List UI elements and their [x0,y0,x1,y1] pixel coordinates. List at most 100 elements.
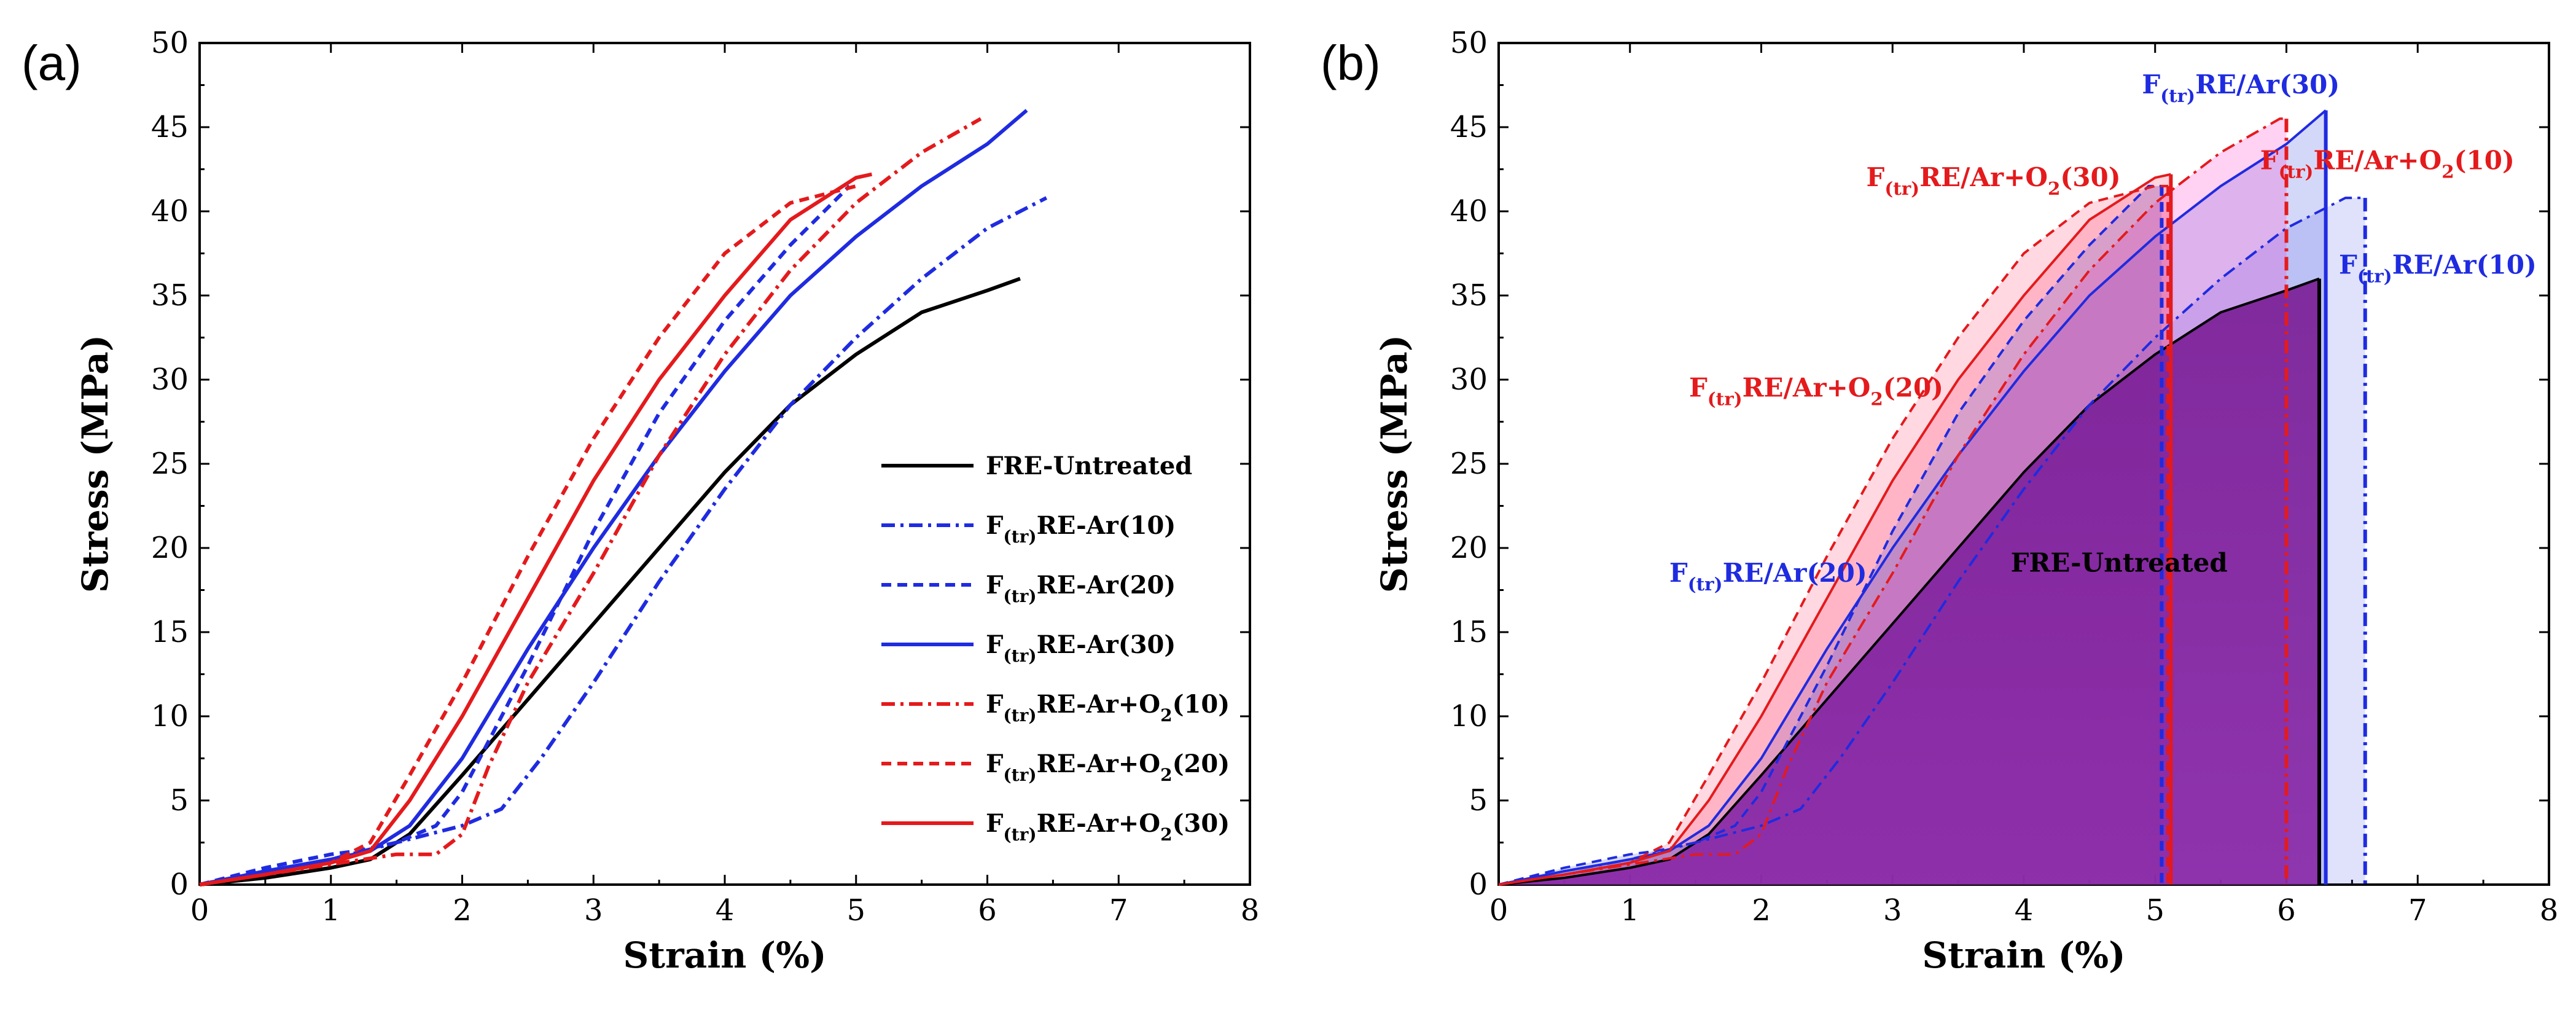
legend-label-1-part-1: (tr) [1003,526,1036,547]
y-tick-label: 0 [1469,867,1488,902]
annotation-0-part-2: RE/Ar(30) [2195,69,2340,100]
legend-label-4-part-1: (tr) [1003,705,1036,726]
x-tick-label: 3 [1883,893,1902,928]
annotation-3: F(tr)RE/Ar(10) [2339,249,2537,286]
annotation-2-part-0: F [2260,146,2279,176]
legend-label-4-part-2: RE-Ar+O [1037,690,1161,719]
area-fills [1499,110,2365,885]
annotation-1-part-1: (tr) [1884,178,1919,199]
annotation-4-part-3: 2 [1870,388,1883,409]
x-tick-label: 1 [1620,893,1639,928]
annotation-2-part-3: 2 [2441,161,2454,182]
annotation-4-part-0: F [1689,372,1708,402]
x-tick-label: 4 [716,893,735,928]
y-tick-label: 30 [151,362,189,397]
legend-label-6-part-2: RE-Ar+O [1037,809,1161,838]
y-tick-label: 45 [151,110,189,144]
annotation-4-part-2: RE/Ar+O [1743,372,1871,402]
y-tick-label: 5 [1469,783,1488,818]
legend: FRE-UntreatedF(tr)RE-Ar(10)F(tr)RE-Ar(20… [881,452,1230,845]
series-outline-2 [1498,184,2162,886]
x-tick-label: 8 [1241,893,1260,928]
series-outline-6 [1498,173,2171,886]
annotation-2-part-4: (10) [2454,146,2515,176]
series-line-6 [199,172,873,886]
legend-label-3-part-2: RE-Ar(30) [1037,630,1176,659]
x-tick-label: 3 [584,893,603,928]
annotation-1-part-0: F [1867,162,1885,192]
legend-label-6-part-0: F [986,809,1003,838]
y-tick-label: 25 [151,447,189,481]
y-tick-label: 10 [151,699,189,733]
y-tick-label: 10 [1450,699,1488,733]
legend-label-5-part-0: F [986,749,1003,778]
x-tick-label: 0 [190,893,209,928]
x-tick-label: 6 [978,893,997,928]
x-axis-title: Strain (%) [623,934,826,976]
y-tick-label: 35 [151,278,189,313]
x-tick-label: 6 [2277,893,2296,928]
legend-label-4: F(tr)RE-Ar+O2(10) [986,690,1230,726]
series-outline-4 [1498,117,2287,886]
series-line-5 [199,184,857,886]
legend-label-4-part-4: (10) [1173,690,1230,719]
legend-label-0: FRE-Untreated [986,452,1192,480]
annotation-4-part-4: (20) [1883,372,1943,402]
x-tick-label: 2 [453,893,472,928]
legend-label-3: F(tr)RE-Ar(30) [986,630,1176,666]
legend-label-2: F(tr)RE-Ar(20) [986,571,1176,606]
legend-label-4-part-3: 2 [1160,705,1172,726]
x-tick-label: 0 [1489,893,1509,928]
x-tick-label: 4 [2015,893,2034,928]
y-tick-label: 15 [1450,615,1488,649]
annotation-4: F(tr)RE/Ar+O2(20) [1689,372,1943,409]
legend-label-6: F(tr)RE-Ar+O2(30) [986,809,1230,845]
y-tick-label: 15 [151,615,189,649]
annotation-0-part-0: F [2142,69,2160,100]
legend-label-5: F(tr)RE-Ar+O2(20) [986,749,1230,785]
y-tick-label: 20 [151,531,189,565]
x-axis-title: Strain (%) [1922,934,2125,976]
legend-label-3-part-0: F [986,630,1003,659]
annotation-3-part-0: F [2339,249,2357,280]
area-fill-0 [1499,278,2319,885]
annotation-0-part-1: (tr) [2160,85,2195,106]
legend-label-6-part-3: 2 [1160,824,1172,845]
legend-label-1-part-0: F [986,511,1003,540]
annotation-3-part-1: (tr) [2357,265,2392,286]
series-line-2 [199,184,851,886]
x-tick-label: 2 [1752,893,1771,928]
legend-label-2-part-0: F [986,571,1003,600]
x-tick-label: 8 [2540,893,2559,928]
y-tick-label: 45 [1450,110,1488,144]
legend-label-0-part-0: FRE-Untreated [986,452,1192,480]
annotation-1-part-4: (30) [2060,162,2120,192]
annotation-1-part-3: 2 [2048,178,2060,199]
annotation-5-part-2: RE/Ar(20) [1723,558,1867,588]
legend-label-2-part-2: RE-Ar(20) [1037,571,1176,600]
series-line-3 [199,109,1028,886]
legend-label-2-part-1: (tr) [1003,586,1036,606]
legend-label-5-part-2: RE-Ar+O [1037,749,1161,778]
legend-label-4-part-0: F [986,690,1003,719]
annotation-1-part-2: RE/Ar+O [1919,162,2048,192]
annotation-5-part-1: (tr) [1688,573,1723,595]
legend-label-6-part-4: (30) [1173,809,1230,838]
annotation-3-part-2: RE/Ar(10) [2392,249,2537,280]
y-tick-label: 50 [151,26,189,60]
y-tick-label: 20 [1450,531,1488,565]
annotation-1: F(tr)RE/Ar+O2(30) [1867,162,2121,199]
y-tick-label: 50 [1450,26,1488,60]
y-tick-label: 40 [1450,194,1488,229]
legend-label-1-part-2: RE-Ar(10) [1037,511,1176,540]
x-tick-label: 5 [846,893,865,928]
annotation-5-part-0: F [1669,558,1688,588]
panel-label: (a) [21,36,82,90]
legend-label-5-part-1: (tr) [1003,765,1036,785]
x-tick-label: 7 [2408,893,2427,928]
y-axis-title: Stress (MPa) [1373,335,1415,593]
x-tick-label: 1 [321,893,340,928]
annotation-2: F(tr)RE/Ar+O2(10) [2260,146,2515,182]
